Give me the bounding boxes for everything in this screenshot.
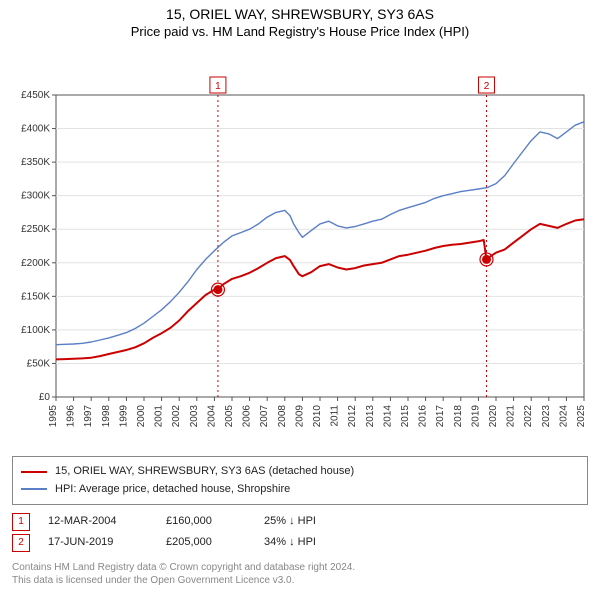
svg-text:£450K: £450K [21,90,50,101]
svg-text:2015: 2015 [400,405,411,428]
svg-text:2020: 2020 [488,405,499,428]
svg-text:2002: 2002 [171,405,182,428]
svg-text:2: 2 [484,81,490,92]
svg-text:£50K: £50K [27,358,51,369]
svg-text:2022: 2022 [523,405,534,428]
svg-text:2006: 2006 [242,405,253,428]
page-root: 15, ORIEL WAY, SHREWSBURY, SY3 6AS Price… [0,0,600,588]
legend-swatch-2 [21,488,47,490]
footer-line-2: This data is licensed under the Open Gov… [12,574,588,588]
title-subtitle: Price paid vs. HM Land Registry's House … [0,24,600,39]
legend-label-2: HPI: Average price, detached house, Shro… [55,481,290,499]
svg-text:1999: 1999 [118,405,129,428]
svg-text:2004: 2004 [206,405,217,428]
svg-text:2019: 2019 [470,405,481,428]
legend-swatch-1 [21,471,47,473]
footer-line-1: Contains HM Land Registry data © Crown c… [12,561,588,575]
legend-row-series-2: HPI: Average price, detached house, Shro… [21,481,579,499]
svg-text:2021: 2021 [506,405,517,428]
chart-svg: £0 £50K £100K £150K £200K £250K £300K £350K £400… [0,41,600,441]
svg-text:£0: £0 [39,392,51,403]
footer: Contains HM Land Registry data © Crown c… [12,561,588,588]
svg-text:2001: 2001 [154,405,165,428]
event-badge-1: 1 [12,513,30,531]
svg-text:2012: 2012 [347,405,358,428]
svg-text:2025: 2025 [576,405,587,428]
svg-text:1995: 1995 [48,405,59,428]
svg-text:2008: 2008 [277,405,288,428]
svg-text:£150K: £150K [21,291,50,302]
svg-text:£100K: £100K [21,325,50,336]
event-badge-2: 2 [12,534,30,552]
event-pct-2: 34% ↓ HPI [264,532,316,553]
svg-text:£350K: £350K [21,157,50,168]
event-row-2: 2 17-JUN-2019 £205,000 34% ↓ HPI [12,532,588,553]
svg-text:2003: 2003 [189,405,200,428]
legend-row-series-1: 15, ORIEL WAY, SHREWSBURY, SY3 6AS (deta… [21,463,579,481]
legend-label-1: 15, ORIEL WAY, SHREWSBURY, SY3 6AS (deta… [55,463,354,481]
svg-text:1997: 1997 [83,405,94,428]
svg-text:£250K: £250K [21,224,50,235]
svg-text:1996: 1996 [66,405,77,428]
svg-text:£400K: £400K [21,124,50,135]
svg-text:2011: 2011 [330,405,341,427]
svg-text:£200K: £200K [21,258,50,269]
svg-text:2023: 2023 [541,405,552,428]
svg-text:2017: 2017 [435,405,446,428]
svg-text:2010: 2010 [312,405,323,428]
svg-text:2000: 2000 [136,405,147,428]
svg-text:2009: 2009 [294,405,305,428]
svg-text:1998: 1998 [101,405,112,428]
events-table: 1 12-MAR-2004 £160,000 25% ↓ HPI 2 17-JU… [12,511,588,553]
chart-area: £0 £50K £100K £150K £200K £250K £300K £350K £400… [0,41,600,446]
svg-text:2005: 2005 [224,405,235,428]
svg-text:2007: 2007 [259,405,270,428]
event-row-1: 1 12-MAR-2004 £160,000 25% ↓ HPI [12,511,588,532]
svg-text:2013: 2013 [365,405,376,428]
svg-text:1: 1 [215,81,221,92]
event-date-2: 17-JUN-2019 [48,532,148,553]
title-address: 15, ORIEL WAY, SHREWSBURY, SY3 6AS [0,6,600,22]
svg-text:2024: 2024 [558,405,569,428]
event-pct-1: 25% ↓ HPI [264,511,316,532]
svg-text:2018: 2018 [453,405,464,428]
svg-text:£300K: £300K [21,191,50,202]
event-price-2: £205,000 [166,532,246,553]
event-price-1: £160,000 [166,511,246,532]
chart-titles: 15, ORIEL WAY, SHREWSBURY, SY3 6AS Price… [0,0,600,41]
svg-text:2014: 2014 [382,405,393,428]
legend: 15, ORIEL WAY, SHREWSBURY, SY3 6AS (deta… [12,456,588,505]
svg-text:2016: 2016 [418,405,429,428]
event-date-1: 12-MAR-2004 [48,511,148,532]
